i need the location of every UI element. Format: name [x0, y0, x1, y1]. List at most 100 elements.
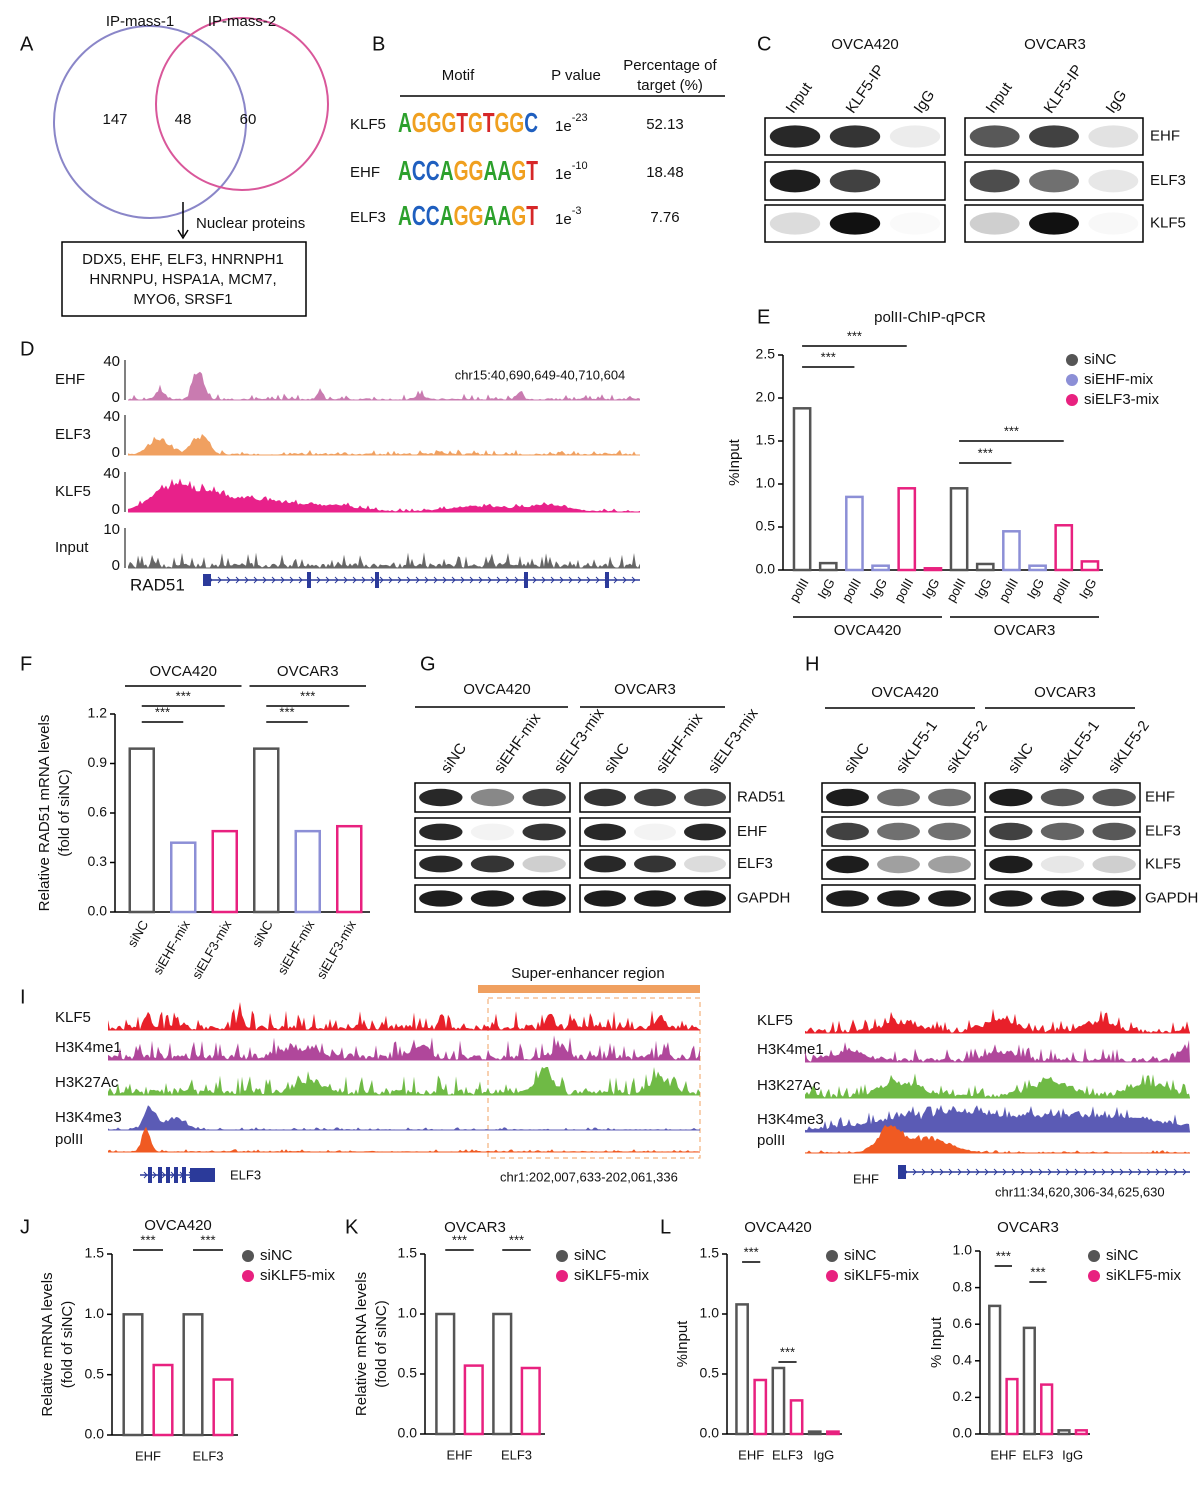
bar [1002, 530, 1021, 572]
blot-band [829, 212, 881, 235]
y-tick-label: 0.5 [398, 1365, 418, 1381]
strand-arrow [559, 576, 564, 584]
x-tick-label: polII [839, 576, 864, 605]
y-tick-label: 0.6 [953, 1315, 973, 1331]
lane-label: siNC [601, 740, 634, 777]
lane-label: Input [783, 79, 817, 117]
strand-arrow [379, 576, 384, 584]
signal-track [108, 1105, 700, 1130]
gene-name: RAD51 [130, 575, 185, 594]
legend-marker [1088, 1270, 1100, 1282]
signal-track [128, 552, 640, 568]
exon [182, 1167, 186, 1183]
lane-label: IgG [1103, 87, 1131, 117]
strand-arrow [948, 1168, 953, 1176]
bar [949, 487, 969, 572]
blot-band [826, 788, 869, 807]
motif-name: EHF [350, 164, 380, 181]
protein-label: ELF3 [1150, 172, 1186, 189]
strand-arrow [316, 576, 321, 584]
blot-band [928, 822, 971, 841]
x-tick-label: ELF3 [1022, 1447, 1053, 1462]
strand-arrow [1065, 1168, 1070, 1176]
y-tick-label: 1.0 [398, 1305, 418, 1321]
strand-arrow [244, 576, 249, 584]
legend-label: siNC [1106, 1247, 1139, 1264]
significance: *** [1004, 423, 1019, 438]
strand-arrow [1128, 1168, 1133, 1176]
strand-arrow [415, 576, 420, 584]
p-exponent: -10 [572, 160, 588, 172]
protein-box [61, 241, 307, 317]
header: Motif [442, 67, 475, 84]
protein-list: DDX5, EHF, ELF3, HNRNPH1 [82, 251, 284, 268]
track-scale: 0 [112, 501, 120, 518]
exon [307, 572, 311, 588]
motif-logo: ACCAGGAAGT [398, 200, 538, 231]
bar [871, 564, 890, 572]
strand-arrow [577, 576, 582, 584]
track-scale: 10 [103, 521, 120, 538]
blot-band [890, 212, 940, 234]
bar [1080, 560, 1100, 572]
x-tick-label: ELF3 [501, 1447, 532, 1462]
strand-arrow [460, 576, 465, 584]
exon [524, 572, 528, 588]
blot-band [826, 855, 869, 874]
lane-label: Input [983, 79, 1017, 117]
x-tick-label: ELF3 [192, 1448, 223, 1463]
y-tick-label: 0.5 [85, 1365, 105, 1381]
lane-label: siELF3-mix [705, 705, 762, 777]
exon [166, 1167, 170, 1183]
significance: *** [996, 1248, 1011, 1263]
y-tick-label: 1.0 [85, 1305, 105, 1321]
strand-arrow [595, 576, 600, 584]
legend-label: siEHF-mix [1084, 371, 1154, 388]
lane-label: siKLF5-2 [1105, 718, 1153, 777]
blot-band [684, 823, 726, 841]
cell-line: OVCA420 [831, 36, 899, 53]
blot-band [1088, 212, 1138, 234]
y-tick-label: 0.0 [85, 1426, 105, 1442]
legend-marker [1066, 394, 1078, 406]
bar [520, 1366, 541, 1436]
x-tick-label: EHF [990, 1447, 1016, 1462]
bar [122, 1313, 144, 1437]
exon [898, 1165, 906, 1179]
blot-band [1029, 169, 1079, 193]
strand-arrow [1119, 1168, 1124, 1176]
strand-arrow [406, 576, 411, 584]
legend-label: siNC [260, 1247, 293, 1264]
blot-band [419, 788, 463, 807]
super-enhancer-box [487, 997, 701, 1159]
blot-band [1088, 125, 1139, 148]
y-tick-label: 2.0 [756, 389, 776, 405]
bar [211, 829, 238, 914]
x-tick-label: siEHF-mix [274, 917, 317, 977]
panel-label: L [660, 1216, 671, 1238]
significance: *** [300, 688, 315, 703]
gene-name: ELF3 [230, 1167, 261, 1182]
significance: *** [176, 688, 191, 703]
exon [375, 572, 379, 588]
percentage: 7.76 [650, 209, 679, 226]
strand-arrow [1029, 1168, 1034, 1176]
exon [203, 574, 211, 586]
track-label: polII [757, 1132, 785, 1149]
blot-band [989, 890, 1033, 907]
venn-count: 60 [240, 111, 257, 128]
blot-band [826, 890, 869, 907]
x-tick-label: polII [943, 576, 968, 605]
blot-band [684, 890, 726, 907]
x-tick-label: IgG [1062, 1447, 1083, 1462]
legend-marker [1066, 354, 1078, 366]
lane-label: siEHF-mix [491, 710, 545, 777]
legend-label: siELF3-mix [1084, 391, 1160, 408]
track-label: H3K4me3 [55, 1109, 122, 1126]
significance: *** [279, 704, 294, 719]
significance: *** [452, 1232, 467, 1247]
strand-arrow [271, 576, 276, 584]
bar [826, 1430, 840, 1436]
exon [148, 1167, 152, 1183]
significance: *** [509, 1232, 524, 1247]
